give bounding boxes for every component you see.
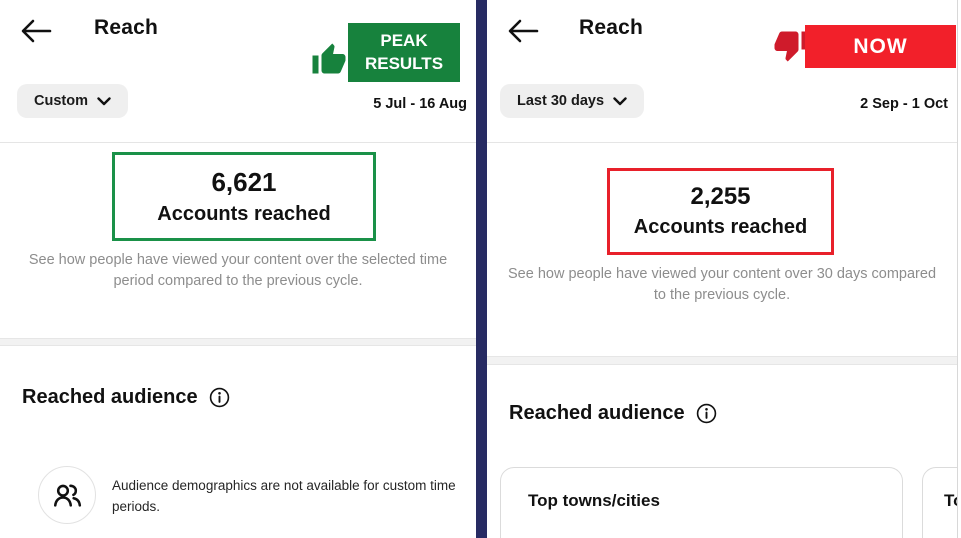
chevron-down-icon [97,96,111,105]
date-range-label: 2 Sep - 1 Oct [860,96,948,112]
people-icon [54,484,82,507]
date-filter-button[interactable]: Last 30 days [500,84,645,118]
chevron-down-icon [613,96,627,105]
date-filter-label: Custom [34,93,88,109]
panel-divider [476,0,487,538]
back-arrow-icon[interactable] [20,18,52,44]
thumbs-up-icon [312,43,346,74]
metric-value: 6,621 [211,167,277,197]
reached-audience-title: Reached audience [509,402,685,424]
back-arrow-icon[interactable] [507,18,539,44]
panel-peak-results: Reach PEAK RESULTS Custom 5 Jul - 16 Aug… [0,0,476,538]
reached-audience-heading: Reached audience [509,402,718,425]
second-audience-card[interactable]: To [922,467,957,538]
accounts-reached-metric[interactable]: 2,255 Accounts reached [607,168,834,255]
section-separator [0,338,476,346]
card-title: Top towns/cities [528,491,660,510]
section-separator [487,356,957,365]
info-icon[interactable] [695,402,718,425]
peak-results-badge: PEAK RESULTS [348,23,460,82]
card-title: To [944,491,957,510]
now-badge: NOW [805,25,956,68]
audience-demographics-notice: Audience demographics are not available … [38,466,456,524]
audience-note-text: Audience demographics are not available … [112,478,456,514]
divider-line [487,142,957,143]
accounts-reached-metric[interactable]: 6,621 Accounts reached [112,152,376,241]
divider-line [0,142,476,143]
metric-label: Accounts reached [157,203,331,225]
date-filter-label: Last 30 days [517,93,605,109]
page-title: Reach [579,16,644,39]
top-towns-cities-card[interactable]: Top towns/cities [500,467,903,538]
metric-description: See how people have viewed your content … [28,252,448,290]
metric-label: Accounts reached [633,216,808,238]
screenshot-edge [957,0,961,538]
date-range-label: 5 Jul - 16 Aug [373,96,467,112]
thumbs-down-icon [774,31,808,62]
page-title: Reach [94,16,159,39]
date-filter-button[interactable]: Custom [17,84,128,118]
reached-audience-title: Reached audience [22,386,198,408]
metric-value: 2,255 [690,183,751,210]
reached-audience-heading: Reached audience [22,386,231,409]
info-icon[interactable] [208,386,231,409]
metric-description: See how people have viewed your content … [507,266,937,304]
panel-now: Reach NOW Last 30 days 2 Sep - 1 Oct 2,2… [487,0,957,538]
audience-avatar [38,466,96,524]
